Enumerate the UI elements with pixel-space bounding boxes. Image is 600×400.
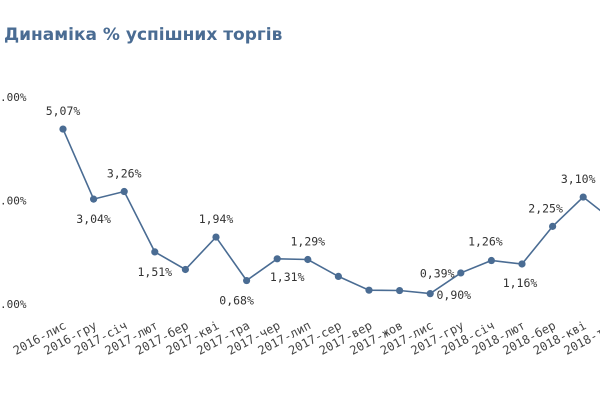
- series-group: [59, 125, 600, 298]
- data-labels: 5,07% 3,04% 3,26% 1,51% 1,94% 0,68% 1,31% 1,29%…: [46, 104, 596, 308]
- data-point: [151, 248, 159, 256]
- data-label: 1,51%: [137, 265, 172, 279]
- data-label: 1,29%: [290, 234, 325, 248]
- data-label: 0,90%: [436, 288, 471, 302]
- data-point: [549, 222, 557, 230]
- data-point: [457, 269, 465, 277]
- data-point: [426, 290, 434, 298]
- data-label: 5,07%: [46, 104, 81, 118]
- data-label: 1,94%: [199, 212, 234, 226]
- data-point: [518, 260, 526, 268]
- data-label: 0,68%: [219, 294, 254, 308]
- data-label: 0,39%: [420, 267, 455, 281]
- y-tick-label: .00%: [0, 298, 27, 311]
- data-label: 1,26%: [468, 235, 503, 249]
- data-label: 3,04%: [76, 212, 111, 226]
- data-point: [90, 195, 98, 203]
- data-point: [59, 125, 67, 133]
- data-point: [304, 255, 312, 264]
- data-point: [365, 286, 373, 294]
- data-point: [579, 193, 587, 201]
- data-point: [120, 187, 128, 196]
- data-point: [396, 286, 404, 295]
- chart-title: Динаміка % успішних торгів: [4, 25, 283, 45]
- data-label: 2,25%: [528, 201, 563, 215]
- data-point: [212, 233, 220, 241]
- data-label: 1,16%: [503, 276, 538, 290]
- y-tick-label: .00%: [0, 91, 27, 104]
- data-point: [243, 276, 251, 285]
- data-label: 3,10%: [561, 172, 596, 186]
- x-axis: 2016-лис2016-гру2017-січ2017-лют2017-бер…: [11, 318, 600, 357]
- data-point: [181, 265, 189, 274]
- data-point: [273, 255, 281, 263]
- data-label: 1,31%: [270, 270, 305, 284]
- data-label: 3,26%: [107, 167, 142, 181]
- data-point: [487, 256, 495, 265]
- data-point: [334, 272, 342, 280]
- y-tick-label: .00%: [0, 195, 27, 208]
- y-axis: .00% .00% .00%: [0, 91, 27, 311]
